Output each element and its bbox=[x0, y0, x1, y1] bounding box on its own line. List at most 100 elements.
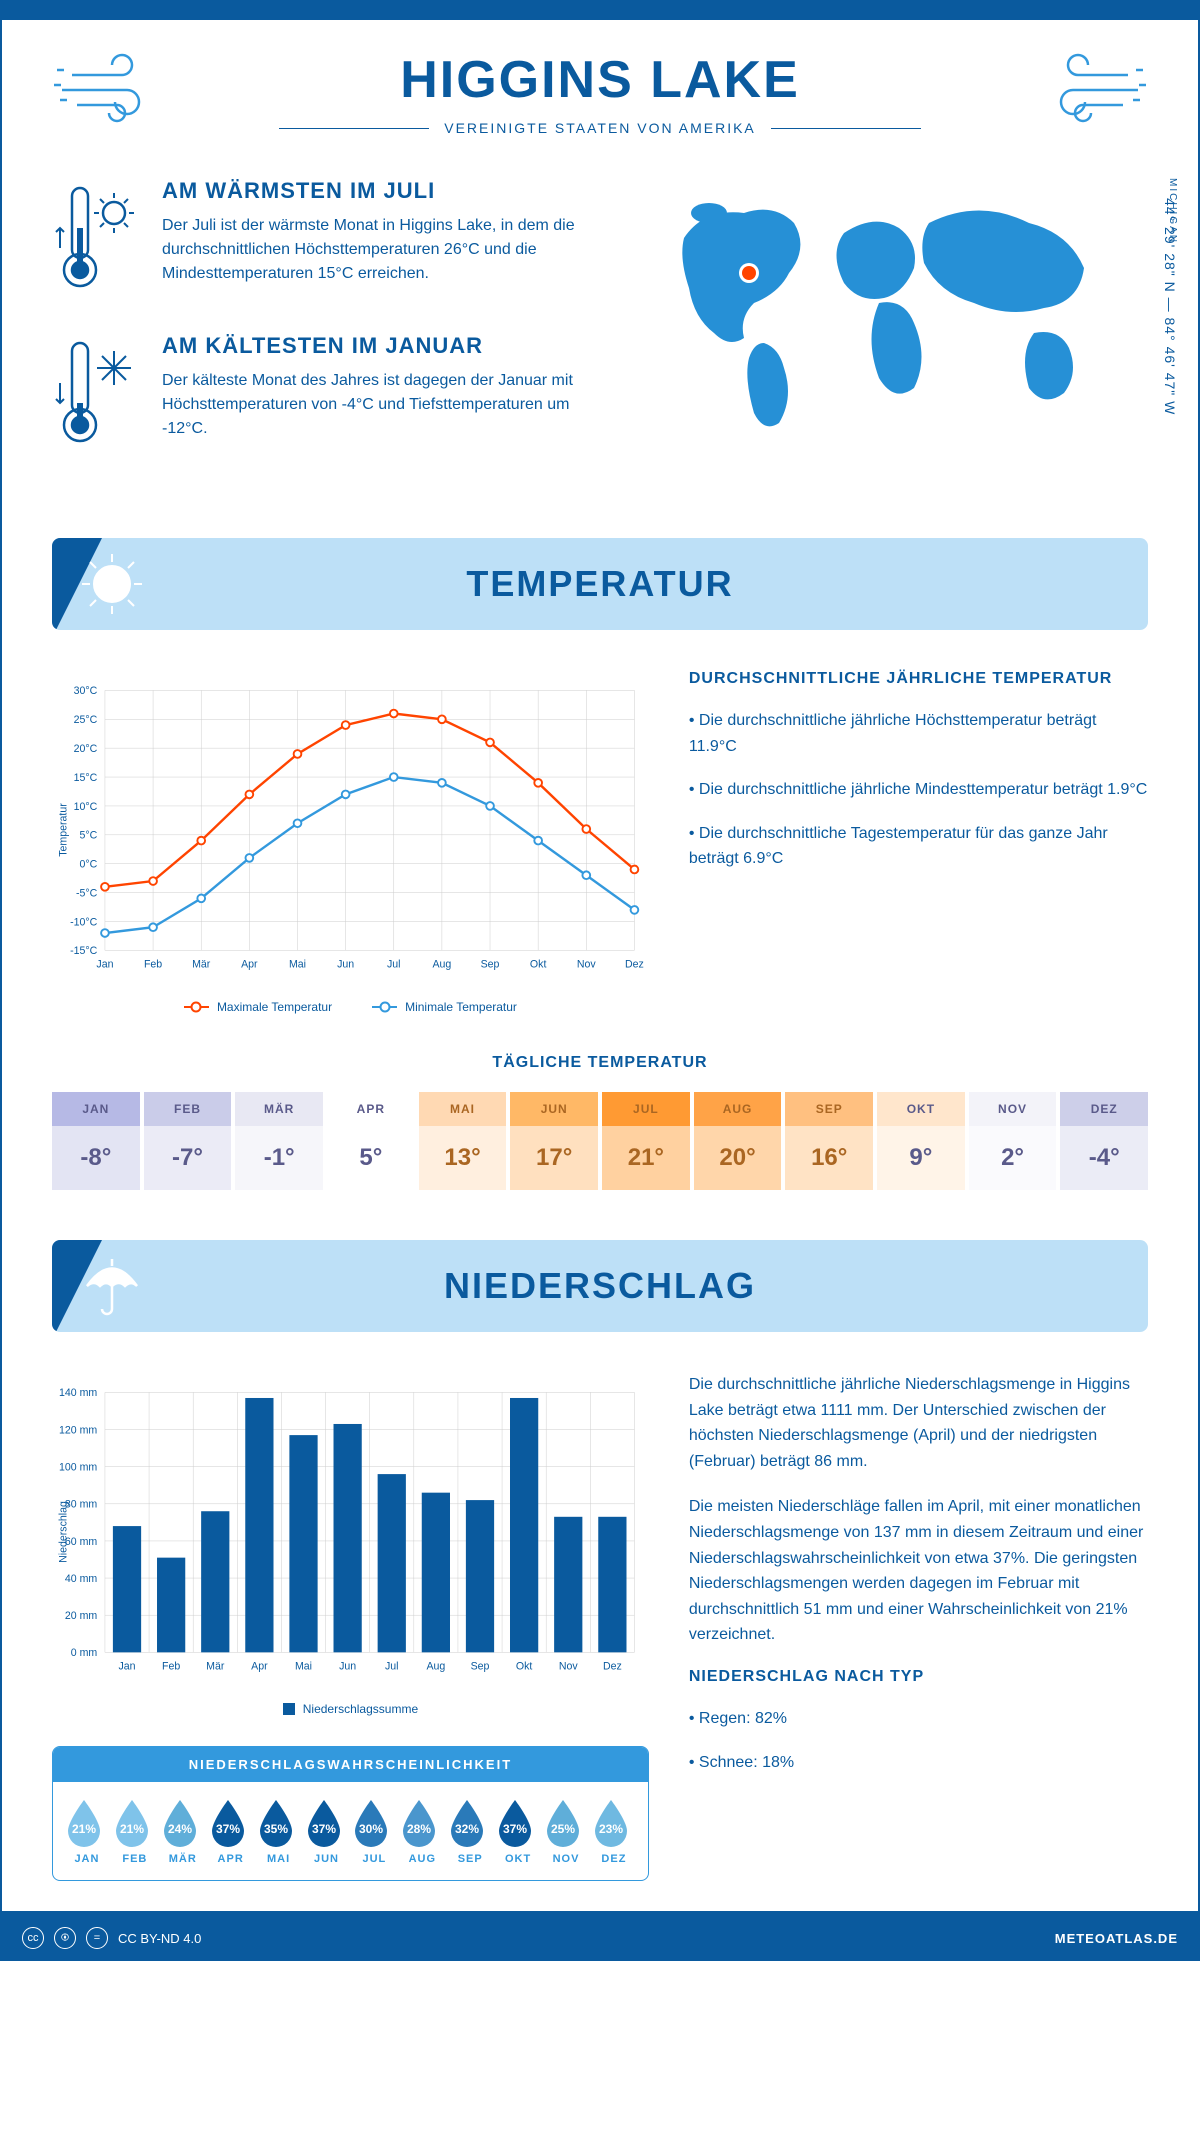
coldest-fact: AM KÄLTESTEN IM JANUAR Der kälteste Mona… bbox=[52, 333, 580, 453]
probability-drop: 32% SEP bbox=[446, 1797, 494, 1865]
page-subtitle: VEREINIGTE STAATEN VON AMERIKA bbox=[444, 120, 756, 136]
svg-text:Jan: Jan bbox=[96, 959, 113, 971]
nd-icon: = bbox=[86, 1927, 108, 1949]
daily-temp-heading: TÄGLICHE TEMPERATUR bbox=[52, 1054, 1148, 1072]
month-cell: MAI 13° bbox=[419, 1092, 507, 1190]
daily-temp-grid: JAN -8°FEB -7°MÄR -1°APR 5°MAI 13°JUN 17… bbox=[52, 1092, 1148, 1190]
svg-text:24%: 24% bbox=[168, 1822, 192, 1836]
month-cell: JUN 17° bbox=[510, 1092, 598, 1190]
probability-drop: 37% OKT bbox=[494, 1797, 542, 1865]
svg-text:Apr: Apr bbox=[241, 959, 258, 971]
intro-section: AM WÄRMSTEN IM JULI Der Juli ist der wär… bbox=[52, 178, 1148, 488]
svg-text:Dez: Dez bbox=[603, 1661, 622, 1673]
svg-text:0 mm: 0 mm bbox=[71, 1647, 98, 1659]
svg-text:21%: 21% bbox=[120, 1822, 144, 1836]
probability-drop: 21% JAN bbox=[63, 1797, 111, 1865]
svg-text:Mär: Mär bbox=[192, 959, 211, 971]
coldest-heading: AM KÄLTESTEN IM JANUAR bbox=[162, 333, 580, 359]
svg-text:Jun: Jun bbox=[339, 1661, 356, 1673]
svg-text:25°C: 25°C bbox=[74, 714, 98, 726]
page-title: HIGGINS LAKE bbox=[52, 50, 1148, 110]
probability-drop: 37% APR bbox=[207, 1797, 255, 1865]
svg-text:-5°C: -5°C bbox=[76, 887, 98, 899]
probability-drop: 23% DEZ bbox=[590, 1797, 638, 1865]
svg-text:21%: 21% bbox=[72, 1822, 96, 1836]
svg-text:Feb: Feb bbox=[162, 1661, 180, 1673]
footer: cc 🅯 = CC BY-ND 4.0 METEOATLAS.DE bbox=[22, 1927, 1178, 1949]
cc-icon: cc bbox=[22, 1927, 44, 1949]
temp-chart-legend: Maximale Temperatur Minimale Temperatur bbox=[52, 1000, 649, 1014]
svg-text:Dez: Dez bbox=[625, 959, 644, 971]
temperature-title: TEMPERATUR bbox=[77, 563, 1123, 605]
temp-info-heading: DURCHSCHNITTLICHE JÄHRLICHE TEMPERATUR bbox=[689, 670, 1148, 688]
svg-text:Okt: Okt bbox=[516, 1661, 533, 1673]
month-cell: OKT 9° bbox=[877, 1092, 965, 1190]
svg-text:5°C: 5°C bbox=[79, 830, 97, 842]
probability-drop: 24% MÄR bbox=[159, 1797, 207, 1865]
svg-text:35%: 35% bbox=[264, 1822, 288, 1836]
svg-text:30°C: 30°C bbox=[74, 685, 98, 697]
month-cell: JUL 21° bbox=[602, 1092, 690, 1190]
month-cell: APR 5° bbox=[327, 1092, 415, 1190]
svg-text:Sep: Sep bbox=[481, 959, 500, 971]
precip-paragraph: Die meisten Niederschläge fallen im Apri… bbox=[689, 1494, 1148, 1648]
month-cell: MÄR -1° bbox=[235, 1092, 323, 1190]
svg-text:100 mm: 100 mm bbox=[59, 1462, 97, 1474]
svg-text:Mai: Mai bbox=[295, 1661, 312, 1673]
month-cell: SEP 16° bbox=[785, 1092, 873, 1190]
svg-text:140 mm: 140 mm bbox=[59, 1387, 97, 1399]
svg-text:Feb: Feb bbox=[144, 959, 162, 971]
svg-text:28%: 28% bbox=[407, 1822, 431, 1836]
month-cell: FEB -7° bbox=[144, 1092, 232, 1190]
svg-text:20 mm: 20 mm bbox=[65, 1610, 98, 1622]
wind-icon bbox=[52, 50, 162, 130]
warmest-heading: AM WÄRMSTEN IM JULI bbox=[162, 178, 580, 204]
svg-text:37%: 37% bbox=[216, 1822, 240, 1836]
svg-text:120 mm: 120 mm bbox=[59, 1424, 97, 1436]
svg-text:Jul: Jul bbox=[387, 959, 401, 971]
wind-icon bbox=[1038, 50, 1148, 130]
umbrella-icon bbox=[77, 1251, 147, 1321]
svg-text:Okt: Okt bbox=[530, 959, 547, 971]
precipitation-text: Die durchschnittliche jährliche Niedersc… bbox=[689, 1372, 1148, 1881]
svg-text:0°C: 0°C bbox=[79, 859, 97, 871]
precipitation-chart: 0 mm20 mm40 mm60 mm80 mm100 mm120 mm140 … bbox=[52, 1372, 649, 1716]
infographic-page: HIGGINS LAKE VEREINIGTE STAATEN VON AMER… bbox=[0, 0, 1200, 1961]
world-map bbox=[620, 178, 1148, 438]
precipitation-section-header: NIEDERSCHLAG bbox=[52, 1240, 1148, 1332]
month-cell: NOV 2° bbox=[969, 1092, 1057, 1190]
svg-text:-15°C: -15°C bbox=[70, 945, 98, 957]
warmest-text: Der Juli ist der wärmste Monat in Higgin… bbox=[162, 214, 580, 286]
by-icon: 🅯 bbox=[54, 1927, 76, 1949]
svg-text:20°C: 20°C bbox=[74, 743, 98, 755]
svg-text:10°C: 10°C bbox=[74, 801, 98, 813]
precip-chart-legend: Niederschlagssumme bbox=[52, 1702, 649, 1716]
precip-type-bullet: • Regen: 82% bbox=[689, 1706, 1148, 1732]
probability-drop: 28% AUG bbox=[398, 1797, 446, 1865]
probability-drop: 30% JUL bbox=[350, 1797, 398, 1865]
probability-drop: 21% FEB bbox=[111, 1797, 159, 1865]
location-marker bbox=[742, 266, 756, 280]
svg-text:37%: 37% bbox=[503, 1822, 527, 1836]
probability-drop: 25% NOV bbox=[542, 1797, 590, 1865]
temperature-info: DURCHSCHNITTLICHE JÄHRLICHE TEMPERATUR •… bbox=[689, 670, 1148, 1014]
svg-text:Sep: Sep bbox=[471, 1661, 490, 1673]
thermometer-snow-icon bbox=[52, 333, 142, 453]
month-cell: AUG 20° bbox=[694, 1092, 782, 1190]
svg-text:Jan: Jan bbox=[118, 1661, 135, 1673]
svg-text:Nov: Nov bbox=[559, 1661, 579, 1673]
precipitation-probability: NIEDERSCHLAGSWAHRSCHEINLICHKEIT 21% JAN … bbox=[52, 1746, 649, 1881]
svg-text:Jun: Jun bbox=[337, 959, 354, 971]
svg-text:80 mm: 80 mm bbox=[65, 1499, 98, 1511]
probability-drop: 37% JUN bbox=[303, 1797, 351, 1865]
svg-text:25%: 25% bbox=[551, 1822, 575, 1836]
warmest-fact: AM WÄRMSTEN IM JULI Der Juli ist der wär… bbox=[52, 178, 580, 298]
coordinates: 44° 29' 28" N — 84° 46' 47" W bbox=[1162, 198, 1178, 415]
month-cell: JAN -8° bbox=[52, 1092, 140, 1190]
svg-text:32%: 32% bbox=[455, 1822, 479, 1836]
brand-text: METEOATLAS.DE bbox=[1055, 1931, 1178, 1946]
svg-text:15°C: 15°C bbox=[74, 772, 98, 784]
svg-text:Mai: Mai bbox=[289, 959, 306, 971]
precip-type-heading: NIEDERSCHLAG NACH TYP bbox=[689, 1668, 1148, 1686]
temperature-section-header: TEMPERATUR bbox=[52, 538, 1148, 630]
